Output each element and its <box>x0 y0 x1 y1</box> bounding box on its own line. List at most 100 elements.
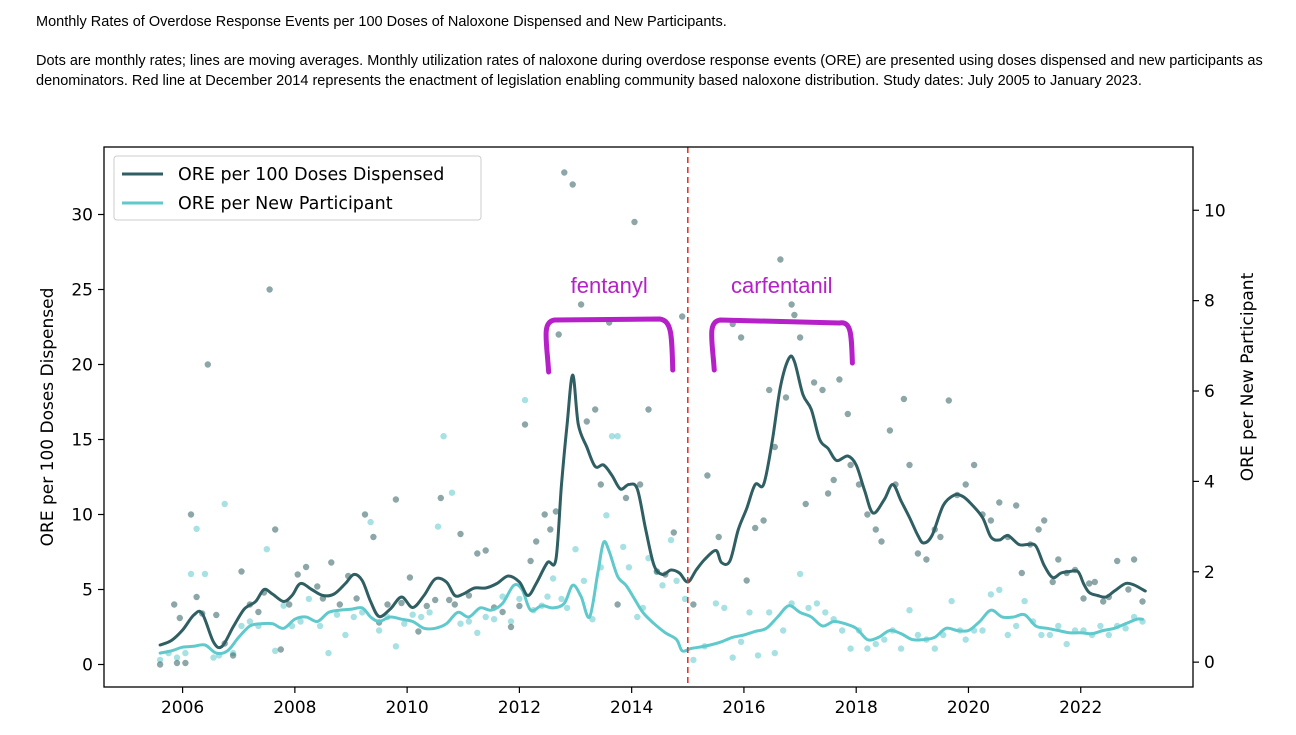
doses-point <box>1139 598 1146 605</box>
doses-point <box>392 496 400 503</box>
participant-point <box>263 546 270 553</box>
participant-point <box>766 609 773 616</box>
participant-point <box>482 613 489 621</box>
doses-point <box>614 601 621 608</box>
participant-point <box>805 604 812 612</box>
doses-point <box>690 601 697 608</box>
doses-point <box>465 592 473 599</box>
figure-description: Dots are monthly rates; lines are moving… <box>36 53 1263 89</box>
doses-point <box>577 301 585 308</box>
participant-point <box>173 654 181 661</box>
doses-point <box>847 461 854 469</box>
doses-point <box>737 334 745 341</box>
doses-point <box>521 421 529 428</box>
participant-point <box>1013 622 1020 630</box>
doses-point <box>743 577 750 584</box>
participant-point <box>962 636 969 643</box>
doses-point <box>437 494 444 502</box>
doses-point <box>533 538 540 545</box>
doses-point <box>937 533 944 541</box>
doses-point <box>1114 557 1121 565</box>
doses-point <box>704 472 711 479</box>
doses-point <box>788 301 795 308</box>
participant-point <box>246 618 254 625</box>
participant-point <box>375 627 383 634</box>
annotation-bracket-fentanyl <box>543 316 676 375</box>
legend-box <box>113 155 482 221</box>
doses-point <box>923 556 930 563</box>
figure-caption: Monthly Rates of Overdose Response Event… <box>36 0 1266 91</box>
doses-moving-average-line <box>158 354 1147 650</box>
x-tick-label: 2008 <box>273 698 316 718</box>
doses-point <box>679 313 686 320</box>
participant-point <box>1063 640 1070 648</box>
doses-point <box>213 611 220 619</box>
participant-point <box>754 652 762 659</box>
left-y-tick-label: 0 <box>82 656 93 676</box>
x-tick-label: 2012 <box>498 698 541 718</box>
doses-point <box>771 443 778 451</box>
series-lines <box>158 354 1147 656</box>
participant-point <box>1105 631 1113 639</box>
x-tick-label: 2016 <box>722 698 765 718</box>
doses-point <box>182 659 189 667</box>
doses-point <box>193 593 200 601</box>
participant-point <box>465 618 473 625</box>
participant-point <box>201 570 209 578</box>
participant-point <box>813 600 821 607</box>
right-y-tick-label: 2 <box>1204 563 1215 583</box>
participant-point <box>897 645 905 652</box>
right-axis-title: ORE per New Participant <box>1238 272 1258 481</box>
x-tick-label: 2022 <box>1059 698 1102 718</box>
doses-point <box>547 526 554 533</box>
legend-entry: ORE per New Participant <box>178 194 393 214</box>
doses-point <box>777 256 784 263</box>
participant-point <box>549 575 557 582</box>
left-y-tick-label: 25 <box>71 281 93 301</box>
doses-point <box>302 563 310 571</box>
participant-point <box>839 627 846 634</box>
doses-point <box>1035 526 1042 533</box>
participant-point <box>521 396 529 404</box>
participant-point <box>948 597 955 605</box>
participant-point <box>434 523 442 530</box>
doses-point <box>645 406 652 413</box>
participant-point <box>325 649 332 657</box>
doses-point <box>1049 578 1056 586</box>
doses-point <box>527 557 534 565</box>
participant-point <box>864 645 871 652</box>
participant-point <box>872 640 879 648</box>
doses-point <box>583 418 590 425</box>
participant-point <box>1021 597 1028 605</box>
participant-point <box>712 600 720 607</box>
doses-point <box>1100 598 1107 605</box>
annotations: fentanyl carfentanil <box>543 273 855 375</box>
doses-point <box>171 601 178 608</box>
participant-point <box>367 518 374 526</box>
left-y-tick-label: 5 <box>82 581 93 601</box>
doses-point <box>423 602 430 610</box>
doses-point <box>791 311 798 319</box>
participant-point <box>729 654 736 661</box>
doses-point <box>561 169 568 176</box>
legend: ORE per 100 Doses Dispensed ORE per New P… <box>113 155 482 221</box>
doses-point <box>886 427 894 434</box>
doses-point <box>457 530 464 538</box>
participant-point <box>272 647 279 654</box>
left-axis-title: ORE per 100 Doses Dispensed <box>38 288 58 547</box>
right-y-tick-label: 8 <box>1204 292 1215 312</box>
left-y-tick-label: 30 <box>71 206 93 226</box>
doses-point <box>314 583 321 590</box>
doses-point <box>782 394 790 401</box>
participant-point <box>544 593 551 600</box>
participant-point <box>659 582 666 589</box>
participant-point <box>822 609 829 616</box>
left-y-tick-label: 15 <box>71 431 93 451</box>
doses-point <box>238 568 245 575</box>
participant-point <box>210 654 217 661</box>
participant-point <box>507 618 515 625</box>
doses-point <box>1125 586 1132 593</box>
left-y-tick-label: 20 <box>71 356 93 376</box>
doses-point <box>286 601 293 608</box>
